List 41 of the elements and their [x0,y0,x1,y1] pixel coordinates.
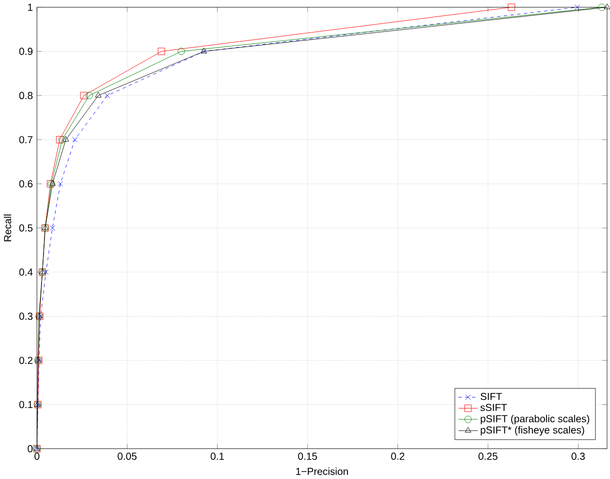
point [104,93,110,98]
point [43,270,49,275]
x-tick-label: 0.1 [210,452,224,460]
x-tick-label: 0.05 [118,452,137,460]
y-tick-label: 0.7 [19,136,32,144]
point [178,48,185,56]
x-axis-title: 1−Precision [296,468,348,476]
y-tick-label: 0.4 [19,268,33,276]
x-tick-label: 0 [34,452,40,460]
point [604,4,610,10]
point [58,136,66,144]
point [158,48,166,56]
x-tick-label: 0.25 [478,452,498,460]
y-tick-label: 0.9 [19,48,32,56]
y-tick-label: 0.6 [19,180,33,188]
y-tick-label: 0 [28,445,33,452]
point [95,92,102,98]
x-tick-label: 0.2 [391,452,404,460]
legend-label: pSIFT (parabolic scales) [480,414,590,424]
point [598,4,606,11]
point [574,4,580,10]
point [58,181,64,187]
point [62,136,69,142]
y-tick-label: 0.3 [19,312,33,320]
legend-label: pSIFT* (fisheye scales) [480,426,584,436]
point [508,4,516,11]
point [80,92,88,100]
y-axis-title: Recall [4,214,12,242]
y-tick-label: 0.2 [19,356,32,364]
legend-label: SIFT [480,392,502,400]
point [56,136,64,144]
y-tick-label: 1 [28,4,32,11]
y-tick-label: 0.8 [19,92,33,100]
point [86,92,93,100]
y-tick-label: 0.1 [19,401,32,408]
y-tick-label: 0.5 [19,224,33,232]
x-tick-label: 0.15 [298,452,317,460]
legend-label: sSIFT [480,404,507,412]
point [50,225,56,231]
point [72,137,78,142]
x-tick-label: 0.3 [572,452,585,460]
